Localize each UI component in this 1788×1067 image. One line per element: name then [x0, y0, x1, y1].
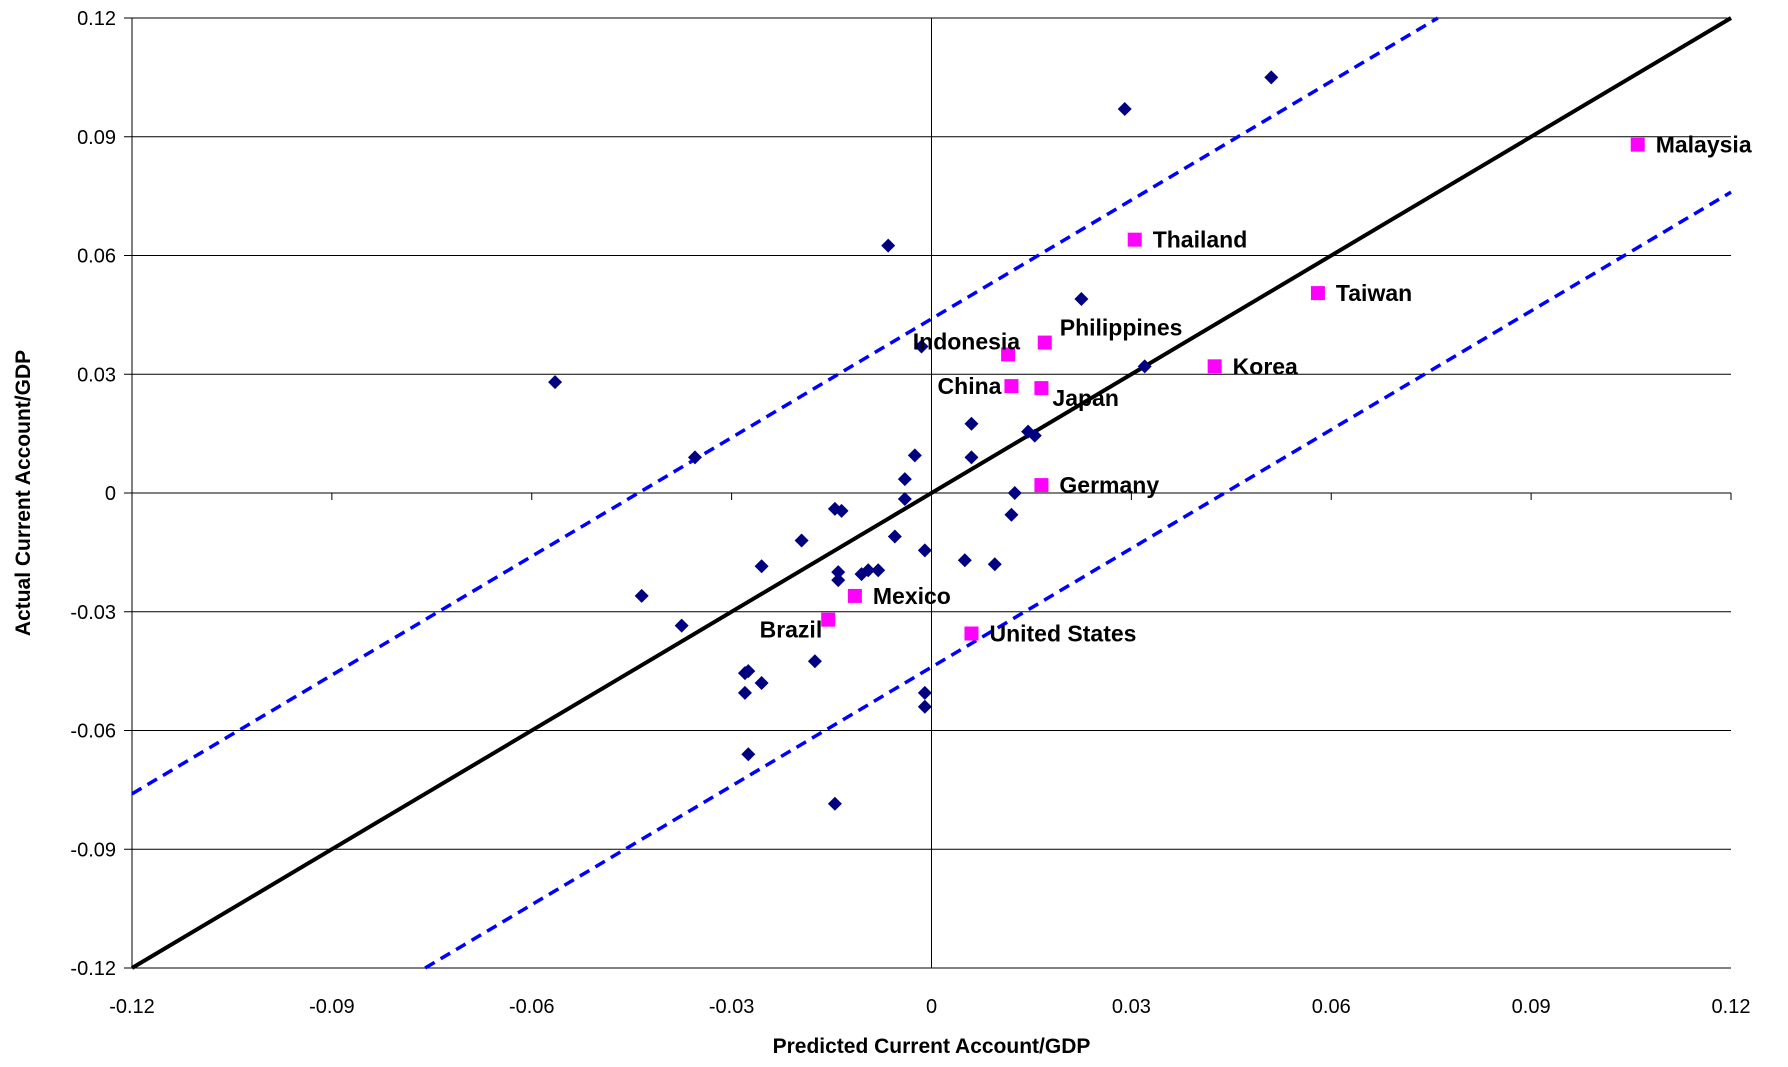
reference-lines — [130, 16, 1733, 970]
y-tick-label: 0.06 — [77, 246, 116, 268]
data-point — [807, 654, 822, 669]
data-point — [834, 503, 849, 518]
data-point — [861, 563, 876, 578]
data-point — [737, 685, 752, 700]
highlight-point — [1127, 232, 1142, 247]
y-tick-label: 0 — [105, 483, 116, 505]
y-tick-label: 0.09 — [77, 127, 116, 149]
point-label: Malaysia — [1656, 132, 1752, 158]
highlight-point — [1037, 335, 1052, 350]
highlight-point — [847, 588, 862, 603]
data-point — [914, 339, 929, 354]
data-point — [737, 666, 752, 681]
y-tick-label: -0.12 — [70, 958, 116, 980]
data-point — [674, 618, 689, 633]
data-point — [987, 557, 1002, 572]
point-label: Japan — [1052, 385, 1118, 411]
x-axis-title: Predicted Current Account/GDP — [773, 1035, 1091, 1058]
data-point — [964, 450, 979, 465]
point-label: Taiwan — [1336, 280, 1412, 306]
data-point — [1264, 70, 1279, 85]
point-label: Indonesia — [913, 328, 1021, 354]
highlight-point — [1310, 286, 1325, 301]
point-label: Philippines — [1060, 315, 1183, 341]
data-point — [754, 676, 769, 690]
point-label: Brazil — [760, 617, 823, 643]
fit-line — [130, 16, 1733, 970]
data-point — [887, 529, 902, 544]
highlight-point — [1207, 359, 1222, 374]
y-tick-label: -0.06 — [70, 721, 116, 743]
upper-band-line — [131, 16, 1439, 796]
point-label: Mexico — [873, 583, 951, 609]
x-tick-label: -0.03 — [709, 996, 755, 1018]
data-point — [881, 238, 896, 253]
x-tick-label: 0.09 — [1512, 996, 1551, 1018]
x-tick-label: -0.12 — [109, 996, 155, 1018]
data-point — [1004, 507, 1019, 522]
data-point — [871, 563, 886, 578]
y-tick-label: 0.12 — [77, 8, 116, 30]
x-tick-label: 0.06 — [1312, 996, 1351, 1018]
point-label: Germany — [1059, 472, 1159, 498]
data-point — [634, 588, 649, 603]
x-tick-label: 0.03 — [1112, 996, 1151, 1018]
x-tick-label: -0.06 — [509, 996, 555, 1018]
highlight-point — [964, 626, 979, 641]
point-label: Korea — [1233, 353, 1298, 379]
y-tick-label: -0.03 — [70, 602, 116, 624]
x-tick-label: 0.12 — [1712, 996, 1751, 1018]
y-axis-title: Actual Current Account/GDP — [12, 350, 35, 636]
data-point — [917, 685, 932, 700]
point-labels: Malaysia Thailand Taiwan Philippines Indones… — [760, 132, 1752, 647]
data-point — [754, 559, 769, 574]
data-point — [897, 491, 912, 506]
data-point — [831, 573, 846, 588]
data-point — [957, 553, 972, 568]
lower-band-line — [424, 190, 1732, 970]
y-tick-label: -0.09 — [70, 839, 116, 861]
point-label: Thailand — [1153, 227, 1248, 253]
highlight-point — [1034, 478, 1049, 493]
data-point — [1137, 359, 1152, 374]
data-point — [897, 472, 912, 487]
data-point — [548, 375, 563, 390]
data-point — [741, 747, 756, 762]
x-tick-label: -0.09 — [309, 996, 355, 1018]
data-point — [827, 796, 842, 811]
data-point — [907, 448, 922, 463]
data-point — [917, 699, 932, 714]
point-label: China — [938, 373, 1002, 399]
data-point — [687, 450, 702, 465]
data-point — [1007, 486, 1022, 500]
highlight-point — [1034, 381, 1049, 396]
highlight-point — [1630, 137, 1645, 152]
data-point — [1074, 292, 1089, 307]
data-point — [964, 416, 979, 431]
tick-labels: -0.12 -0.09 -0.06 -0.03 0 0.03 0.06 0.09 0.12 -0.… — [70, 8, 1750, 1018]
point-label: United States — [989, 621, 1136, 647]
data-point — [831, 565, 846, 580]
y-tick-label: 0.03 — [77, 364, 116, 386]
data-point — [917, 543, 932, 558]
highlight-point — [1001, 347, 1016, 362]
data-point — [1117, 102, 1132, 117]
x-tick-label: 0 — [926, 996, 937, 1018]
highlight-point — [1004, 379, 1019, 394]
highlight-point — [821, 612, 836, 627]
data-point — [794, 533, 809, 548]
data-points — [548, 70, 1645, 811]
data-point — [1027, 428, 1042, 443]
